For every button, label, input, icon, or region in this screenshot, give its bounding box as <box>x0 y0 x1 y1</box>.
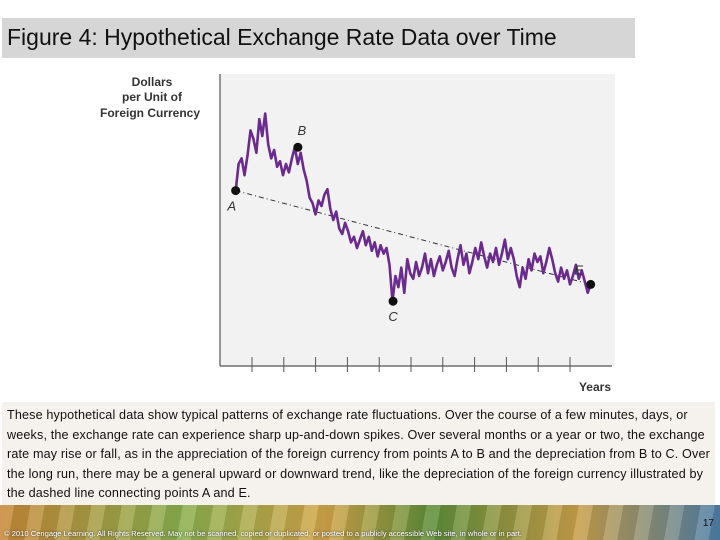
page-number: 17 <box>702 518 714 529</box>
y-axis-label-line-2: per Unit of <box>122 90 183 104</box>
footer-banner <box>0 505 720 540</box>
point-a-marker <box>231 186 241 196</box>
labeled-points: A B C E <box>226 123 596 324</box>
y-axis-label-line-1: Dollars <box>132 75 173 89</box>
y-axis-label: Dollars per Unit of Foreign Currency <box>100 75 200 120</box>
point-c-marker <box>388 296 398 306</box>
trend-line <box>235 190 591 285</box>
exchange-rate-chart: Dollars per Unit of Foreign Currency Yea… <box>100 74 615 394</box>
x-axis-ticks <box>251 357 571 372</box>
caption-box: These hypothetical data show typical pat… <box>2 402 715 520</box>
point-b-marker <box>293 142 303 152</box>
point-e-marker <box>586 279 596 289</box>
plot-area <box>220 74 615 366</box>
point-c-label: C <box>388 309 398 324</box>
figure-caption: These hypothetical data show typical pat… <box>7 408 710 500</box>
copyright-notice: © 2010 Cengage Learning. All Rights Rese… <box>4 529 522 538</box>
point-b-label: B <box>298 123 307 138</box>
y-axis-label-line-3: Foreign Currency <box>100 106 200 120</box>
slide-title: Figure 4: Hypothetical Exchange Rate Dat… <box>7 24 557 50</box>
point-e-label: E <box>574 262 583 277</box>
x-axis-label: Years <box>579 380 611 394</box>
point-a-label: A <box>226 199 236 214</box>
title-bar: Figure 4: Hypothetical Exchange Rate Dat… <box>0 0 720 58</box>
title-background <box>2 18 635 58</box>
